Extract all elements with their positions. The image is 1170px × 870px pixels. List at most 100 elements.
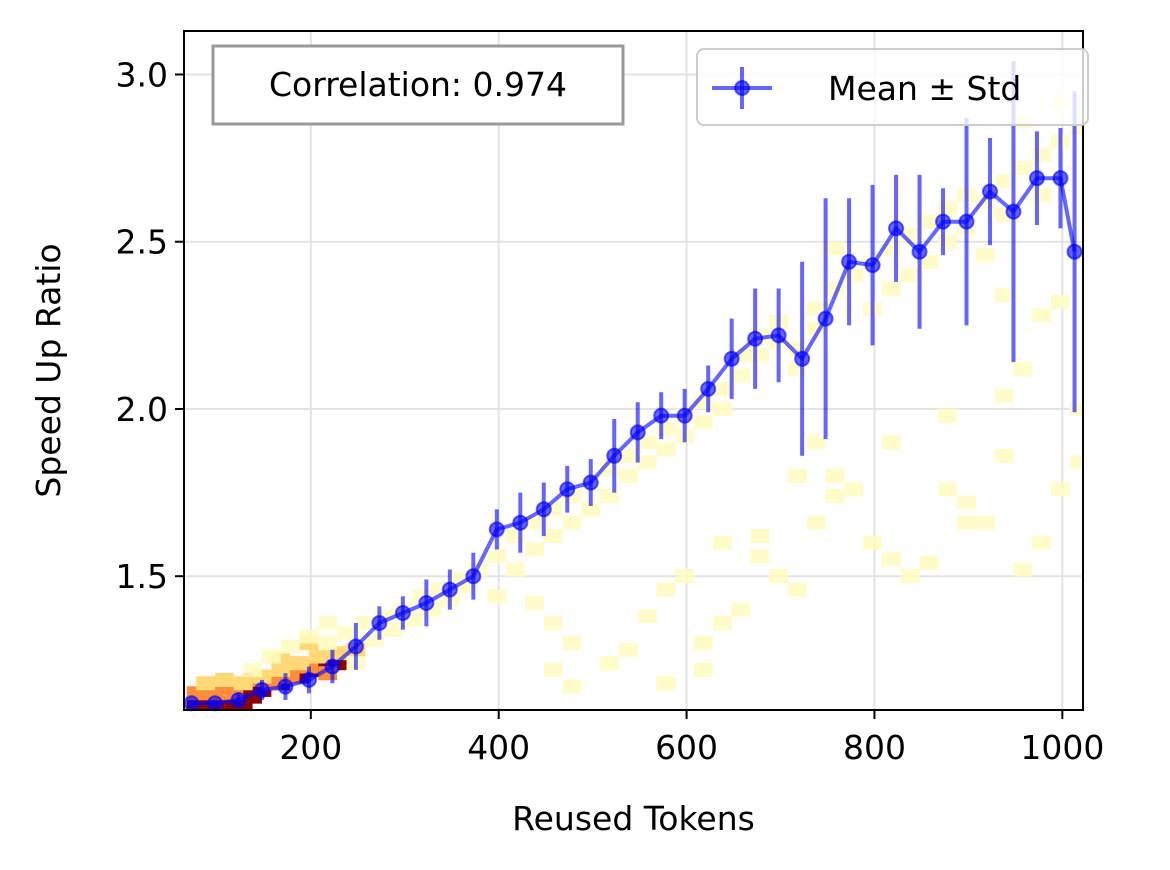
- legend-box: [696, 48, 1089, 126]
- heatmap-cell: [318, 616, 338, 631]
- heatmap-cell: [637, 455, 657, 470]
- data-point: [1052, 170, 1069, 187]
- heatmap-cell: [1069, 455, 1083, 470]
- data-point: [888, 220, 905, 237]
- data-point: [817, 310, 834, 327]
- heatmap-cell: [506, 562, 525, 577]
- y-tick-label: 2.5: [116, 223, 168, 262]
- heatmap-cell: [581, 502, 601, 517]
- heatmap-cell: [712, 535, 732, 550]
- data-point: [723, 350, 740, 367]
- y-axis-label: Speed Up Ratio: [29, 243, 68, 497]
- y-tick-label: 2.0: [116, 390, 168, 429]
- heatmap-cell: [863, 535, 882, 550]
- heatmap-cell: [1051, 294, 1070, 309]
- data-point: [559, 481, 576, 498]
- heatmap-cell: [712, 401, 732, 416]
- heatmap-cell: [938, 482, 958, 497]
- heatmap-cell: [637, 435, 657, 450]
- data-point: [300, 671, 317, 688]
- heatmap-cell: [806, 301, 826, 316]
- heatmap-cell: [881, 552, 901, 567]
- heatmap-cell: [243, 662, 262, 677]
- annotation-text: Correlation: 0.974: [269, 65, 567, 104]
- x-axis-label: Reused Tokens: [512, 799, 755, 838]
- heatmap-cell: [1013, 161, 1033, 176]
- annotation-box: [211, 44, 625, 126]
- heatmap-cell: [618, 448, 638, 463]
- heatmap-cell: [994, 288, 1014, 303]
- heatmap-cell: [656, 676, 676, 691]
- data-point: [207, 695, 223, 712]
- heatmap-cell: [994, 448, 1014, 463]
- heatmap-cell: [1032, 308, 1052, 323]
- x-tick-label: 1000: [1020, 728, 1104, 767]
- heatmap-cell: [656, 582, 676, 597]
- heatmap-cell: [618, 468, 638, 483]
- heatmap-cell: [299, 629, 319, 644]
- data-point: [1066, 243, 1083, 260]
- heatmap-cell: [806, 435, 826, 450]
- data-point: [864, 257, 881, 274]
- heatmap-cell: [384, 622, 403, 637]
- data-point: [911, 243, 928, 260]
- heatmap-cell: [618, 642, 638, 657]
- heatmap-cell: [788, 582, 807, 597]
- heatmap-cell: [881, 281, 901, 296]
- heatmap-cell: [562, 679, 582, 694]
- data-point: [606, 447, 623, 464]
- heatmap-cell: [844, 482, 864, 497]
- heatmap-cell: [881, 435, 901, 450]
- heatmap-cell: [825, 488, 845, 503]
- ticks: 200 400 600 800 1000 1.5 2.0 2.5 3.0: [116, 55, 1105, 767]
- x-tick-label: 600: [655, 728, 718, 767]
- heatmap-cell: [543, 616, 563, 631]
- data-point: [676, 407, 693, 424]
- data-point: [841, 253, 858, 270]
- heatmap-cell: [900, 569, 920, 584]
- heatmap-cell: [712, 616, 732, 631]
- data-point: [629, 424, 646, 441]
- heatmap-cell: [543, 662, 563, 677]
- data-point: [253, 681, 270, 698]
- data-point: [794, 350, 811, 367]
- x-tick-label: 200: [279, 728, 342, 767]
- data-point: [1028, 170, 1045, 187]
- heatmap-cell: [1013, 361, 1033, 376]
- data-point: [347, 638, 364, 655]
- heatmap-cell: [318, 636, 338, 651]
- legend-label: Mean ± Std: [828, 69, 1021, 108]
- heatmap-cell: [233, 676, 253, 691]
- heatmap-cell: [694, 662, 713, 677]
- data-point: [465, 568, 482, 585]
- heatmap-cell: [731, 368, 751, 383]
- heatmap-cell: [994, 174, 1014, 189]
- data-point: [512, 514, 529, 531]
- data-point: [653, 407, 670, 424]
- y-tick-label: 3.0: [116, 55, 168, 94]
- x-tick-label: 400: [467, 728, 530, 767]
- y-tick-label: 1.5: [116, 557, 168, 596]
- heatmap-cell: [637, 609, 657, 624]
- heatmap-cell: [975, 515, 995, 530]
- heatmap-cell: [562, 636, 582, 651]
- legend-marker-swatch: [734, 80, 750, 96]
- legend: Mean ± Std: [696, 48, 1089, 126]
- heatmap-cell: [975, 248, 995, 263]
- heatmap-cell: [290, 656, 309, 671]
- heatmap-cell: [487, 549, 507, 564]
- heatmap-cell: [1051, 482, 1070, 497]
- heatmap-cell: [731, 602, 751, 617]
- x-tick-label: 800: [843, 728, 906, 767]
- data-point: [394, 605, 411, 621]
- data-point: [770, 327, 787, 344]
- heatmap-cell: [694, 415, 713, 430]
- data-point: [488, 521, 505, 538]
- heatmap-cell: [788, 468, 807, 483]
- heatmap-cell: [769, 569, 789, 584]
- heatmap-cell: [355, 616, 375, 631]
- heatmap-cell: [957, 495, 976, 510]
- heatmap-cell: [900, 268, 920, 283]
